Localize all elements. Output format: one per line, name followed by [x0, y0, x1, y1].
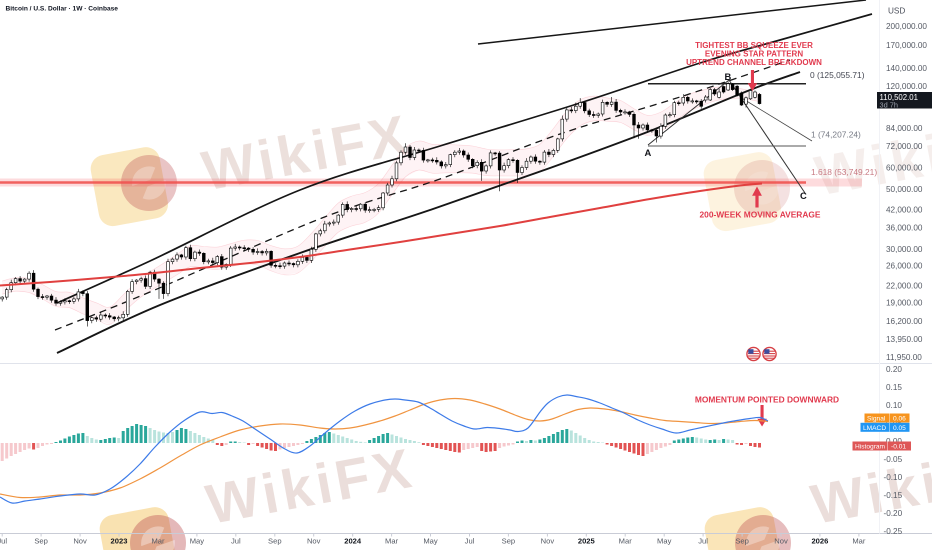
svg-text:0.00: 0.00 — [886, 437, 902, 446]
svg-text:60,000.00: 60,000.00 — [886, 163, 923, 172]
svg-text:Nov: Nov — [307, 537, 321, 546]
svg-text:Sep: Sep — [34, 537, 48, 546]
svg-text:0.10: 0.10 — [886, 401, 902, 410]
svg-text:-0.20: -0.20 — [884, 509, 903, 518]
svg-text:Sep: Sep — [735, 537, 749, 546]
svg-text:13,950.00: 13,950.00 — [886, 335, 923, 344]
svg-text:22,000.00: 22,000.00 — [886, 281, 923, 290]
svg-text:-0.25: -0.25 — [884, 527, 903, 536]
svg-text:MOMENTUM POINTED DOWNWARD: MOMENTUM POINTED DOWNWARD — [695, 395, 839, 405]
svg-text:1.618 (53,749.21): 1.618 (53,749.21) — [811, 167, 877, 177]
svg-text:30,000.00: 30,000.00 — [886, 245, 923, 254]
svg-text:Mar: Mar — [151, 537, 165, 546]
svg-text:C: C — [800, 190, 807, 201]
svg-text:Mar: Mar — [852, 537, 866, 546]
svg-text:Jul: Jul — [0, 537, 7, 546]
svg-text:200-WEEK MOVING AVERAGE: 200-WEEK MOVING AVERAGE — [700, 210, 821, 220]
svg-text:LMACD: LMACD — [863, 425, 886, 432]
svg-text:B: B — [725, 71, 732, 82]
svg-text:0 (125,055.71): 0 (125,055.71) — [810, 70, 865, 80]
svg-text:0.06: 0.06 — [893, 416, 906, 423]
svg-text:-0.15: -0.15 — [884, 491, 903, 500]
svg-text:Jul: Jul — [465, 537, 475, 546]
svg-text:120,000.00: 120,000.00 — [886, 82, 927, 91]
svg-text:2024: 2024 — [344, 537, 362, 546]
svg-text:19,000.00: 19,000.00 — [886, 299, 923, 308]
svg-text:170,000.00: 170,000.00 — [886, 41, 927, 50]
svg-text:-0.01: -0.01 — [891, 444, 906, 451]
svg-text:Nov: Nov — [774, 537, 788, 546]
svg-text:EVENING STAR PATTERN: EVENING STAR PATTERN — [705, 49, 803, 58]
svg-text:Histogram: Histogram — [855, 444, 886, 451]
svg-text:0.05: 0.05 — [893, 425, 906, 432]
svg-text:TIGHTEST BB SQUEEZE EVER: TIGHTEST BB SQUEEZE EVER — [695, 41, 813, 50]
svg-text:Signal: Signal — [867, 416, 886, 423]
svg-text:Sep: Sep — [268, 537, 282, 546]
svg-text:Nov: Nov — [73, 537, 87, 546]
svg-text:200,000.00: 200,000.00 — [886, 22, 927, 31]
svg-text:Sep: Sep — [502, 537, 516, 546]
svg-text:2025: 2025 — [578, 537, 596, 546]
svg-text:A: A — [645, 147, 652, 158]
svg-text:2023: 2023 — [111, 537, 128, 546]
svg-text:0.20: 0.20 — [886, 365, 902, 374]
svg-text:110,502.01: 110,502.01 — [880, 93, 918, 102]
svg-text:16,200.00: 16,200.00 — [886, 317, 923, 326]
svg-text:72,000.00: 72,000.00 — [886, 142, 923, 151]
svg-text:-0.05: -0.05 — [884, 455, 903, 464]
svg-text:UPTREND CHANNEL BREAKDOWN: UPTREND CHANNEL BREAKDOWN — [686, 58, 822, 67]
svg-text:Nov: Nov — [541, 537, 555, 546]
svg-text:0.15: 0.15 — [886, 383, 902, 392]
svg-text:84,000.00: 84,000.00 — [886, 124, 923, 133]
svg-text:2026: 2026 — [811, 537, 828, 546]
svg-text:42,000.00: 42,000.00 — [886, 205, 923, 214]
svg-text:Bitcoin / U.S. Dollar · 1W · C: Bitcoin / U.S. Dollar · 1W · Coinbase — [6, 6, 119, 13]
svg-text:36,000.00: 36,000.00 — [886, 223, 923, 232]
svg-text:3d 7h: 3d 7h — [880, 101, 899, 110]
svg-text:11,950.00: 11,950.00 — [886, 353, 922, 362]
svg-text:May: May — [423, 537, 438, 546]
svg-text:-0.10: -0.10 — [884, 473, 903, 482]
svg-text:May: May — [657, 537, 672, 546]
svg-text:140,000.00: 140,000.00 — [886, 64, 927, 73]
svg-text:Mar: Mar — [619, 537, 633, 546]
svg-text:50,000.00: 50,000.00 — [886, 185, 923, 194]
svg-text:26,000.00: 26,000.00 — [886, 262, 923, 271]
svg-text:Jul: Jul — [698, 537, 708, 546]
svg-text:May: May — [190, 537, 205, 546]
svg-text:1 (74,207.24): 1 (74,207.24) — [811, 130, 861, 140]
svg-text:Mar: Mar — [385, 537, 399, 546]
svg-text:Jul: Jul — [231, 537, 241, 546]
svg-text:USD: USD — [888, 7, 905, 16]
